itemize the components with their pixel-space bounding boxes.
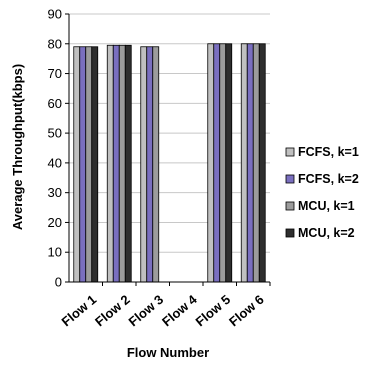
y-tick-label: 10 bbox=[48, 245, 62, 260]
y-tick-label: 90 bbox=[48, 7, 62, 22]
legend-label: FCFS, k=2 bbox=[298, 172, 359, 186]
bar bbox=[119, 45, 125, 282]
bar bbox=[259, 44, 265, 282]
x-tick-label: Flow 3 bbox=[126, 292, 167, 329]
y-tick-label: 30 bbox=[48, 185, 62, 200]
bar bbox=[220, 44, 226, 282]
bar bbox=[253, 44, 259, 282]
gridlines bbox=[69, 14, 270, 252]
bar bbox=[147, 47, 153, 282]
y-tick-label: 40 bbox=[48, 155, 62, 170]
y-tick-label: 80 bbox=[48, 36, 62, 51]
x-tick-label: Flow 2 bbox=[92, 292, 133, 329]
x-tick-label: Flow 6 bbox=[226, 292, 267, 329]
y-tick-labels: 0 10 20 30 40 50 60 70 80 90 bbox=[48, 7, 62, 290]
bar bbox=[80, 47, 86, 282]
bar bbox=[153, 47, 159, 282]
legend-swatch bbox=[286, 202, 294, 210]
legend-label: MCU, k=2 bbox=[298, 226, 355, 240]
x-tick-label: Flow 5 bbox=[193, 292, 234, 329]
bar bbox=[226, 44, 232, 282]
y-tick-label: 20 bbox=[48, 215, 62, 230]
x-axis-title: Flow Number bbox=[127, 345, 209, 360]
legend-swatch bbox=[286, 229, 294, 237]
bar bbox=[247, 44, 253, 282]
legend-label: MCU, k=1 bbox=[298, 199, 355, 213]
y-tick-label: 70 bbox=[48, 66, 62, 81]
bar bbox=[74, 47, 80, 282]
bar bbox=[141, 47, 147, 282]
y-tick-label: 50 bbox=[48, 126, 62, 141]
bar bbox=[214, 44, 220, 282]
bar bbox=[241, 44, 247, 282]
bar bbox=[208, 44, 214, 282]
legend-label: FCFS, k=1 bbox=[298, 145, 359, 159]
bar bbox=[113, 45, 119, 282]
y-axis-title: Average Throughput(kbps) bbox=[10, 64, 25, 230]
y-tick-label: 0 bbox=[55, 275, 62, 290]
legend: FCFS, k=1 FCFS, k=2 MCU, k=1 MCU, k=2 bbox=[286, 145, 359, 240]
y-tick-label: 60 bbox=[48, 96, 62, 111]
legend-swatch bbox=[286, 175, 294, 183]
bar bbox=[107, 45, 113, 282]
x-tick-label: Flow 1 bbox=[59, 292, 100, 329]
bar bbox=[92, 47, 98, 282]
bar bbox=[86, 47, 92, 282]
bar bbox=[125, 45, 131, 282]
x-tick-label: Flow 4 bbox=[159, 291, 200, 329]
legend-swatch bbox=[286, 148, 294, 156]
